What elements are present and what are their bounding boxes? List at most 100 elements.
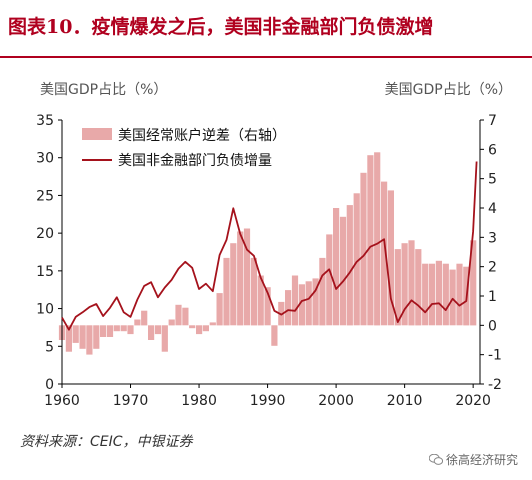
right-tick-label: -2 bbox=[488, 377, 502, 393]
debt-line-series bbox=[61, 161, 478, 331]
bar-mark bbox=[141, 310, 148, 326]
bar-mark bbox=[415, 249, 422, 326]
axes-group: 0 5 10 15 20 25 30 35 -2 -1 0 1 2 3 4 5 6 7 1960 1970 1980 19… bbox=[36, 113, 502, 409]
bar-mark bbox=[381, 181, 388, 326]
bar-mark bbox=[202, 325, 209, 332]
bar-mark bbox=[326, 234, 333, 326]
source-note: 资料来源：CEIC，中银证券 bbox=[20, 434, 193, 450]
right-tick-label: 5 bbox=[488, 172, 497, 188]
bar-mark bbox=[305, 281, 312, 326]
left-tick-label: 20 bbox=[36, 226, 54, 242]
x-tick-label: 2010 bbox=[387, 393, 423, 409]
left-tick-label: 25 bbox=[36, 188, 54, 204]
left-tick-label: 15 bbox=[36, 264, 54, 280]
right-tick-label: 6 bbox=[488, 142, 497, 158]
bar-mark bbox=[271, 325, 278, 346]
right-tick-label: 4 bbox=[488, 201, 497, 217]
bar-mark bbox=[285, 290, 292, 326]
legend-label-line: 美国非金融部门负债增量 bbox=[118, 153, 272, 169]
watermark-text: 徐高经济研究 bbox=[445, 453, 518, 467]
bar-series-group bbox=[58, 152, 477, 355]
left-tick-label: 10 bbox=[36, 302, 54, 318]
bar-mark bbox=[93, 325, 100, 349]
bar-mark bbox=[154, 325, 162, 335]
bar-mark bbox=[168, 319, 175, 326]
x-tick-label: 1980 bbox=[181, 393, 217, 409]
bar-mark bbox=[230, 243, 237, 326]
bar-mark bbox=[264, 287, 271, 326]
left-tick-label: 0 bbox=[45, 377, 54, 393]
bar-mark bbox=[312, 278, 319, 326]
right-tick-label: 2 bbox=[488, 260, 497, 276]
legend: 美国经常账户逆差（右轴） 美国非金融部门负债增量 bbox=[82, 127, 286, 169]
bar-mark bbox=[353, 193, 360, 326]
bar-mark bbox=[65, 325, 72, 352]
right-tick-label: 1 bbox=[488, 289, 497, 305]
bar-mark bbox=[86, 325, 93, 355]
bar-mark bbox=[291, 275, 299, 326]
bar-mark bbox=[257, 275, 264, 326]
bar-mark bbox=[339, 216, 347, 326]
bar-mark bbox=[408, 240, 415, 326]
bar-mark bbox=[113, 325, 120, 332]
wechat-icon bbox=[428, 454, 443, 465]
bar-mark bbox=[79, 325, 86, 349]
legend-label-bar: 美国经常账户逆差（右轴） bbox=[118, 127, 286, 144]
bar-mark bbox=[394, 249, 401, 326]
bar-mark bbox=[106, 325, 114, 337]
legend-swatch-bar bbox=[82, 128, 112, 140]
bar-mark bbox=[449, 269, 456, 326]
bar-mark bbox=[374, 152, 381, 326]
bar-mark bbox=[175, 304, 182, 326]
bar-mark bbox=[456, 263, 463, 326]
bar-mark bbox=[189, 325, 196, 329]
bar-mark bbox=[237, 231, 244, 326]
bar-mark bbox=[470, 240, 477, 326]
right-axis-unit: 美国GDP占比（%） bbox=[384, 82, 512, 98]
bar-mark bbox=[367, 155, 374, 326]
x-tick-label: 2020 bbox=[455, 393, 491, 409]
bar-mark bbox=[298, 284, 305, 326]
left-axis-unit: 美国GDP占比（%） bbox=[40, 82, 168, 98]
bar-mark bbox=[442, 263, 449, 326]
bar-mark bbox=[223, 257, 230, 326]
bar-mark bbox=[422, 263, 429, 326]
bar-mark bbox=[435, 260, 442, 326]
bar-mark bbox=[333, 208, 340, 326]
left-tick-label: 5 bbox=[45, 339, 54, 355]
right-tick-label: -1 bbox=[488, 348, 502, 364]
bar-mark bbox=[346, 205, 353, 326]
bar-mark bbox=[243, 228, 251, 326]
line-series-group bbox=[61, 161, 478, 331]
bar-mark bbox=[182, 307, 189, 326]
bar-mark bbox=[127, 325, 134, 335]
bar-mark bbox=[120, 325, 127, 332]
watermark: 徐高经济研究 bbox=[428, 451, 518, 468]
bar-mark bbox=[387, 190, 394, 326]
right-tick-label: 7 bbox=[488, 113, 497, 129]
bar-mark bbox=[428, 263, 436, 326]
left-tick-label: 35 bbox=[36, 113, 54, 129]
bar-mark bbox=[360, 172, 367, 326]
bar-mark bbox=[72, 325, 79, 343]
x-tick-label: 2000 bbox=[318, 393, 354, 409]
bar-mark bbox=[148, 325, 155, 340]
bar-mark bbox=[401, 243, 408, 326]
bar-mark bbox=[216, 293, 223, 326]
x-tick-label: 1970 bbox=[113, 393, 149, 409]
title-divider bbox=[0, 56, 532, 58]
x-tick-label: 1990 bbox=[250, 393, 286, 409]
x-tick-label: 1960 bbox=[44, 393, 80, 409]
chart-title: 图表10．疫情爆发之后，美国非金融部门负债激增 bbox=[8, 16, 434, 38]
bar-mark bbox=[250, 257, 257, 326]
bar-mark bbox=[100, 325, 107, 337]
left-tick-label: 30 bbox=[36, 151, 54, 167]
bar-mark bbox=[134, 319, 141, 326]
bar-mark bbox=[209, 322, 216, 326]
bar-mark bbox=[161, 325, 168, 352]
bar-mark bbox=[196, 325, 203, 335]
bar-mark bbox=[319, 257, 326, 326]
right-tick-label: 0 bbox=[488, 318, 497, 334]
right-tick-label: 3 bbox=[488, 230, 497, 246]
